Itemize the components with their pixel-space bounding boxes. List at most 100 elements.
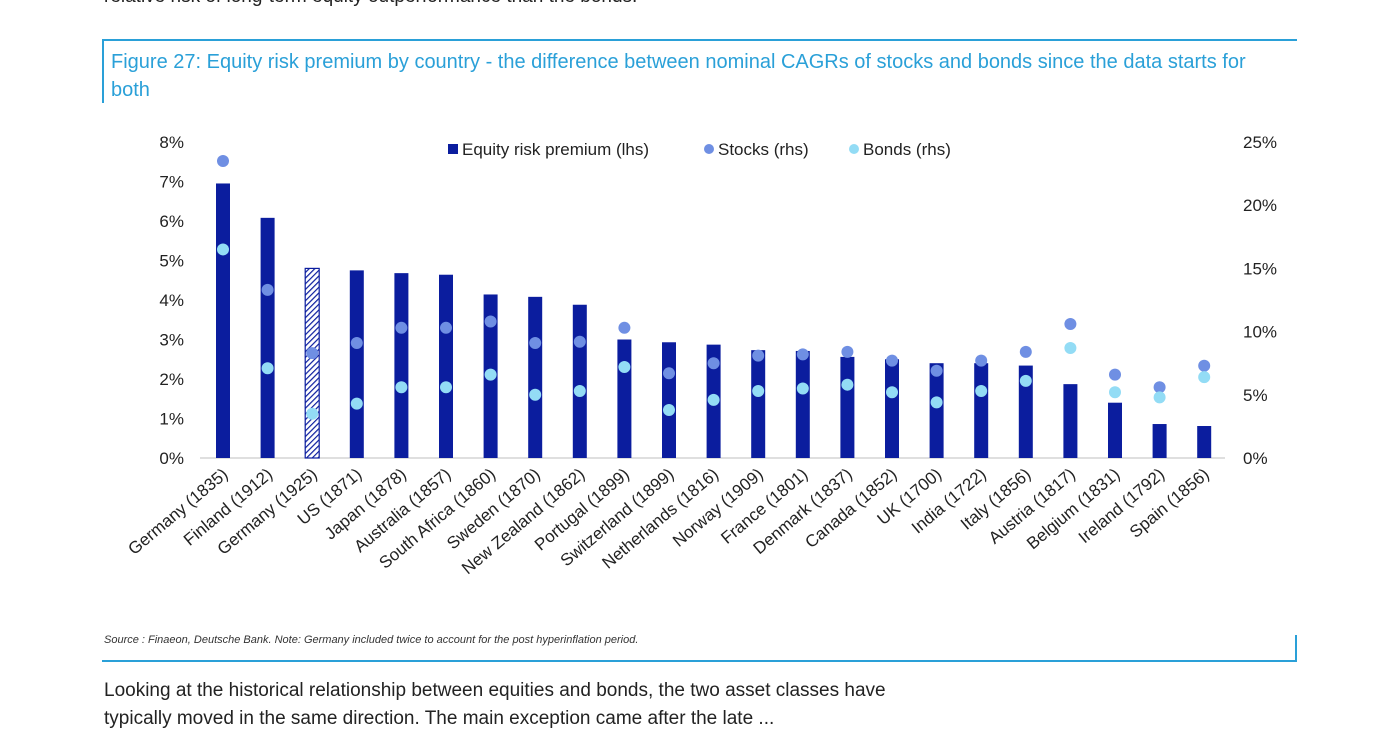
right-tick-label: 15% xyxy=(1243,259,1277,278)
figure-frame xyxy=(102,39,1297,662)
left-tick-label: 3% xyxy=(159,331,184,350)
bonds-marker xyxy=(440,381,452,394)
premium-bar xyxy=(572,304,587,458)
premium-bar xyxy=(260,217,275,458)
left-tick-label: 0% xyxy=(159,449,184,468)
premium-bar xyxy=(1108,402,1122,458)
figure-title: Figure 27: Equity risk premium by countr… xyxy=(111,51,1246,101)
legend-bonds-swatch xyxy=(849,144,859,154)
right-axis: 0% 5% 10% 15% 20% 25% xyxy=(1243,133,1277,468)
premium-bar xyxy=(662,342,676,458)
stocks-marker xyxy=(841,345,854,358)
bonds-marker xyxy=(1153,391,1166,404)
bonds-marker xyxy=(395,381,408,394)
stocks-marker xyxy=(1109,368,1121,381)
bonds-marker xyxy=(618,360,631,373)
bonds-marker xyxy=(1198,371,1211,384)
premium-bar xyxy=(1018,365,1033,458)
premium-bar xyxy=(929,363,944,458)
bonds-marker xyxy=(930,396,943,409)
premium-bar xyxy=(216,183,230,458)
stocks-marker xyxy=(663,367,675,380)
right-tick-label: 20% xyxy=(1243,196,1277,215)
legend-stocks-swatch xyxy=(704,144,714,154)
stocks-marker xyxy=(1153,381,1166,394)
bonds-marker xyxy=(217,243,229,256)
left-tick-label: 5% xyxy=(159,252,184,271)
bonds-marker xyxy=(975,385,988,398)
bonds-marker xyxy=(886,386,898,399)
right-tick-label: 10% xyxy=(1243,323,1277,342)
premium-bar xyxy=(1197,426,1212,458)
stocks-marker xyxy=(975,354,988,367)
bonds-marker xyxy=(573,385,586,398)
bonds-marker xyxy=(796,382,809,395)
legend-bonds-label: Bonds (rhs) xyxy=(863,140,951,159)
bonds-marker xyxy=(350,397,363,410)
premium-bar xyxy=(840,356,855,458)
stocks-marker xyxy=(886,354,898,367)
bonds-marker xyxy=(306,407,319,420)
bonds-marker xyxy=(752,385,765,398)
stocks-marker xyxy=(350,336,363,349)
bonds-marker xyxy=(663,403,675,416)
left-axis: 0% 1% 2% 3% 4% 5% 6% 7% 8% xyxy=(159,133,184,468)
premium-bars xyxy=(216,183,1212,459)
legend-premium-label: Equity risk premium (lhs) xyxy=(462,140,649,159)
legend-stocks-label: Stocks (rhs) xyxy=(718,140,809,159)
bonds-marker xyxy=(484,368,497,381)
premium-bar xyxy=(1063,384,1078,458)
stocks-marker xyxy=(1019,345,1032,358)
category-labels: Germany (1835)Finland (1912)Germany (192… xyxy=(125,465,1213,579)
stocks-marker xyxy=(618,321,631,334)
premium-bar xyxy=(349,270,364,458)
bonds-marker xyxy=(707,393,720,406)
premium-bar xyxy=(795,350,810,458)
legend-premium-swatch xyxy=(448,144,458,154)
premium-bar xyxy=(751,350,766,458)
premium-bar xyxy=(974,363,989,458)
stocks-marker xyxy=(573,335,586,348)
bonds-marker xyxy=(841,378,854,391)
right-tick-label: 0% xyxy=(1243,449,1268,468)
stocks-marker xyxy=(529,336,542,349)
stocks-marker xyxy=(395,321,408,334)
left-tick-label: 6% xyxy=(159,212,184,231)
frame-right-rule xyxy=(1295,635,1297,661)
left-tick-label: 7% xyxy=(159,173,184,192)
premium-bar xyxy=(885,359,899,458)
bonds-marker xyxy=(1019,374,1032,387)
stocks-marker xyxy=(707,357,720,370)
stocks-marker xyxy=(440,321,452,334)
frame-top-rule xyxy=(102,39,1297,41)
premium-bar xyxy=(304,267,320,459)
premium-bar xyxy=(528,296,543,458)
right-tick-label: 5% xyxy=(1243,386,1268,405)
stocks-marker xyxy=(217,154,229,167)
bonds-marker xyxy=(261,362,274,375)
left-tick-label: 8% xyxy=(159,133,184,152)
left-tick-label: 2% xyxy=(159,370,184,389)
body-paragraph: Looking at the historical relationship b… xyxy=(104,680,886,729)
bonds-marker xyxy=(1109,386,1121,399)
frame-bottom-rule xyxy=(102,660,1297,662)
left-tick-label: 1% xyxy=(159,410,184,429)
stocks-marker xyxy=(930,364,943,377)
legend: Equity risk premium (lhs) Stocks (rhs) B… xyxy=(448,140,951,159)
stocks-markers xyxy=(217,154,1211,394)
stocks-marker xyxy=(306,347,319,360)
frame-left-rule xyxy=(102,39,104,103)
premium-bar xyxy=(394,273,409,458)
stocks-marker xyxy=(261,283,274,296)
stocks-marker xyxy=(752,349,765,362)
stocks-marker xyxy=(484,315,497,328)
bonds-markers xyxy=(217,243,1211,420)
stocks-marker xyxy=(1064,318,1077,331)
stocks-marker xyxy=(1198,359,1211,372)
left-tick-label: 4% xyxy=(159,291,184,310)
premium-bar xyxy=(439,274,453,458)
stocks-marker xyxy=(796,348,809,361)
bonds-marker xyxy=(1064,342,1077,355)
premium-bar xyxy=(617,339,632,458)
